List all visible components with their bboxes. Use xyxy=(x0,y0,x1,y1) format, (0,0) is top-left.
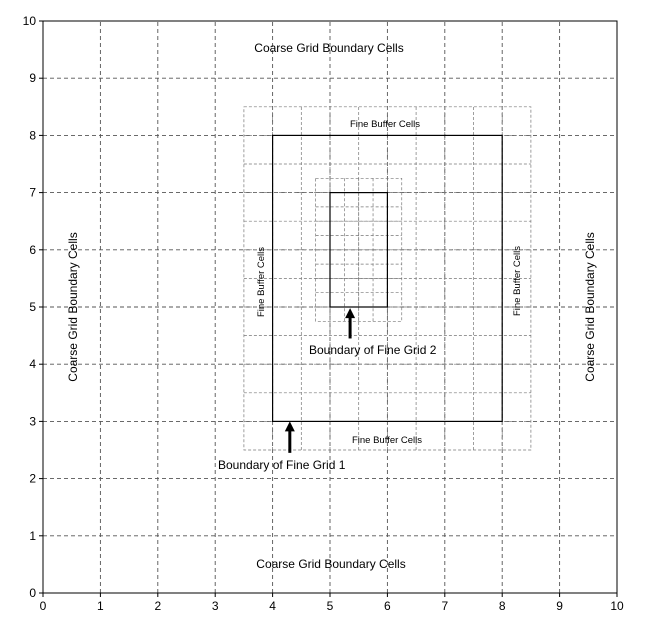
x-tick-label: 2 xyxy=(154,599,161,613)
arrow-head xyxy=(284,421,295,432)
coarse-boundary-label-right: Coarse Grid Boundary Cells xyxy=(583,232,597,381)
x-tick-label: 3 xyxy=(212,599,219,613)
arrow-head xyxy=(345,308,356,319)
x-tick-label: 6 xyxy=(384,599,391,613)
fine-grid-2-boundary xyxy=(329,192,389,308)
y-tick-label: 2 xyxy=(29,472,36,486)
arrows xyxy=(284,308,356,453)
x-tick-label: 7 xyxy=(441,599,448,613)
boundary-fine-grid-2-label: Boundary of Fine Grid 2 xyxy=(309,343,437,357)
fine-buffer-label-left: Fine Buffer Cells xyxy=(256,247,267,317)
coarse-boundary-label-left: Coarse Grid Boundary Cells xyxy=(66,232,80,381)
coarse-boundary-label-bottom: Coarse Grid Boundary Cells xyxy=(256,557,405,571)
y-tick-label: 3 xyxy=(29,414,36,428)
coarse-boundary-label-top: Coarse Grid Boundary Cells xyxy=(254,41,403,55)
fine-buffer-label-bottom: Fine Buffer Cells xyxy=(352,435,422,446)
y-tick-label: 10 xyxy=(23,14,37,28)
x-tick-label: 8 xyxy=(499,599,506,613)
y-tick-label: 1 xyxy=(29,529,36,543)
x-tick-label: 10 xyxy=(610,599,624,613)
y-tick-label: 6 xyxy=(29,243,36,257)
y-axis: 0 1 2 3 4 5 6 7 8 9 10 xyxy=(23,14,43,600)
y-tick-label: 7 xyxy=(29,186,36,200)
x-axis: 0 1 2 3 4 5 6 7 8 9 10 xyxy=(40,593,624,613)
x-tick-label: 4 xyxy=(269,599,276,613)
x-tick-label: 1 xyxy=(97,599,104,613)
fine-grid-1-boundary xyxy=(272,134,503,422)
y-tick-label: 9 xyxy=(29,71,36,85)
y-tick-label: 4 xyxy=(29,357,36,371)
x-tick-label: 5 xyxy=(327,599,334,613)
x-tick-label: 0 xyxy=(40,599,47,613)
y-tick-label: 8 xyxy=(29,128,36,142)
fine-buffer-label-top: Fine Buffer Cells xyxy=(350,119,420,130)
y-tick-label: 5 xyxy=(29,300,36,314)
y-tick-label: 0 xyxy=(29,586,36,600)
x-tick-label: 9 xyxy=(556,599,563,613)
boundary-fine-grid-1-label: Boundary of Fine Grid 1 xyxy=(218,458,346,472)
fine-buffer-label-right: Fine Buffer Cells xyxy=(512,246,523,316)
